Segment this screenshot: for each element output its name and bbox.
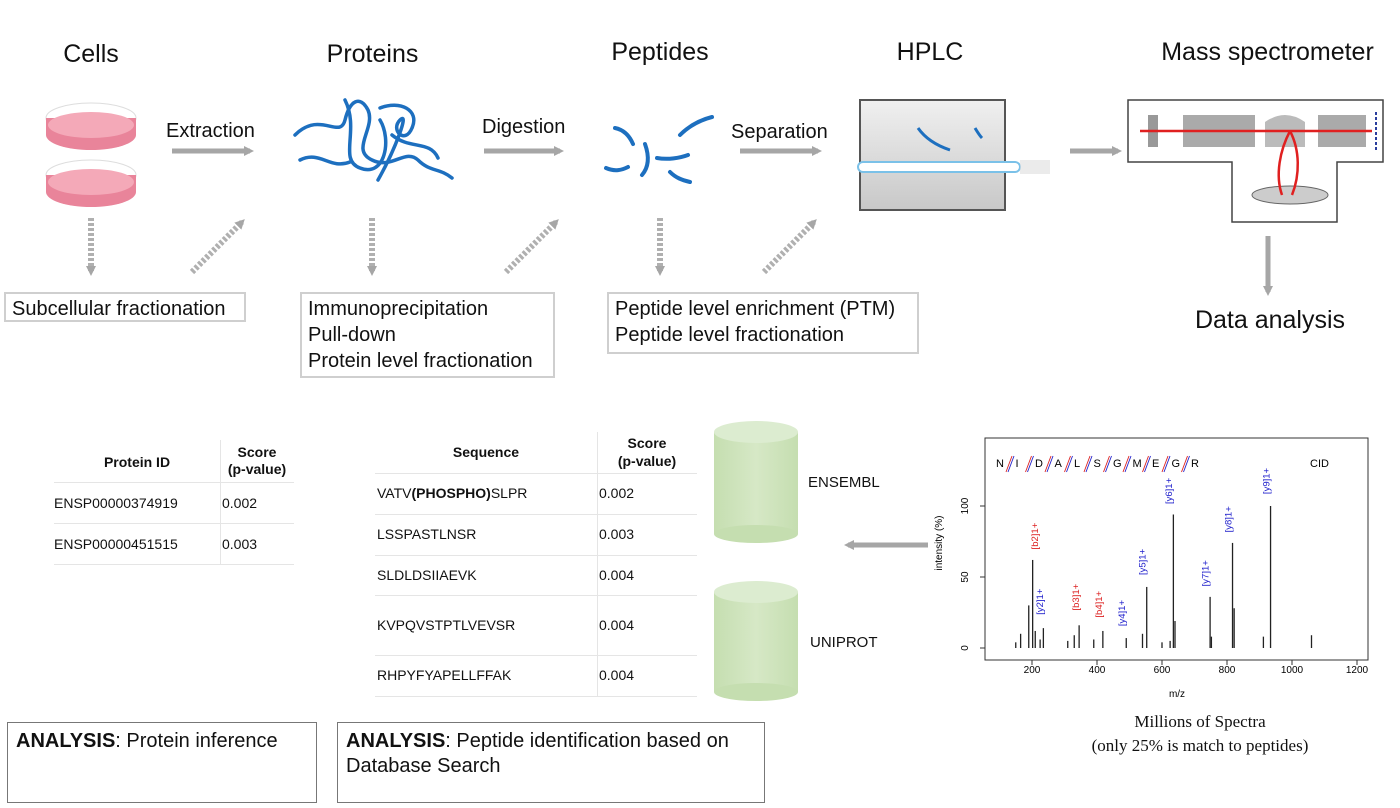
side-item: Peptide level fractionation bbox=[615, 324, 845, 346]
peptide-score-cell: 0.003 bbox=[599, 526, 635, 542]
sequence-cell: LSSPASTLNSR bbox=[377, 526, 477, 542]
sequence-cell: SLDLDSIIAEVK bbox=[377, 567, 477, 583]
side-item: Subcellular fractionation bbox=[12, 298, 226, 320]
score-header-line: Score bbox=[237, 444, 277, 460]
stage-title-cells: Cells bbox=[63, 40, 119, 68]
sequence-header: Sequence bbox=[452, 444, 520, 460]
data-analysis-label: Data analysis bbox=[1194, 306, 1346, 334]
pvalue-header-line: (p-value) bbox=[227, 461, 287, 477]
score-header-line: Score bbox=[627, 435, 667, 451]
analysis-text: : Protein inference bbox=[115, 730, 278, 752]
step-label-digestion: Digestion bbox=[482, 116, 566, 138]
ensembl-db-icon bbox=[714, 421, 798, 543]
peptides-side-box: Peptide level enrichment (PTM) Peptide l… bbox=[607, 292, 919, 354]
stage-title-peptides: Peptides bbox=[611, 38, 709, 66]
spectra-caption: Millions of Spectra (only 25% is match t… bbox=[1060, 710, 1340, 758]
hplc-column-icon bbox=[857, 99, 1050, 211]
peptide-score-cell: 0.004 bbox=[599, 567, 635, 583]
protein-score-header: Score (p-value) bbox=[220, 444, 294, 478]
protein-score-cell: 0.002 bbox=[222, 495, 258, 511]
process-arrows bbox=[172, 146, 1273, 550]
analysis-keyword: ANALYSIS bbox=[346, 730, 446, 752]
protein-strands-icon bbox=[293, 98, 454, 182]
proteins-side-box: Immunoprecipitation Pull-down Protein le… bbox=[300, 292, 555, 378]
peptide-score-header: Score (p-value) bbox=[597, 434, 697, 470]
protein-id-cell: ENSP00000374919 bbox=[54, 495, 178, 511]
stage-title-proteins: Proteins bbox=[326, 40, 419, 68]
step-label-extraction: Extraction bbox=[166, 120, 255, 142]
phospho-modification: (PHOSPHO) bbox=[411, 485, 491, 501]
mass-spectrometer-icon bbox=[1127, 99, 1384, 223]
peptide-score-cell: 0.004 bbox=[599, 667, 635, 683]
db-label-uniprot: UNIPROT bbox=[810, 634, 878, 651]
sequence-cell: VATV(PHOSPHO)SLPR bbox=[377, 485, 527, 501]
analysis-keyword: ANALYSIS bbox=[16, 730, 116, 752]
peptide-score-cell: 0.004 bbox=[599, 617, 635, 633]
side-item: Pull-down bbox=[308, 324, 396, 346]
cells-side-box: Subcellular fractionation bbox=[4, 292, 246, 322]
side-item: Protein level fractionation bbox=[308, 350, 533, 372]
pvalue-header-line: (p-value) bbox=[617, 453, 677, 469]
peptide-score-cell: 0.002 bbox=[599, 485, 635, 501]
protein-id-header: Protein ID bbox=[103, 454, 171, 470]
protein-id-cell: ENSP00000451515 bbox=[54, 536, 178, 552]
step-label-separation: Separation bbox=[731, 121, 828, 143]
cell-dish-icon bbox=[45, 102, 137, 207]
uniprot-db-icon bbox=[714, 581, 798, 701]
caption-line: (only 25% is match to peptides) bbox=[1091, 736, 1309, 755]
protein-table: Protein ID Score (p-value) ENSP000003749… bbox=[54, 440, 294, 565]
stage-title-hplc: HPLC bbox=[896, 38, 964, 66]
analysis-text: : Peptide identification based on Databa… bbox=[346, 730, 729, 777]
sequence-cell: RHPYFYAPELLFFAK bbox=[377, 667, 512, 683]
analysis-box-protein-inference: ANALYSIS: Protein inference bbox=[7, 722, 317, 803]
dashed-arrows bbox=[86, 218, 817, 276]
caption-line: Millions of Spectra bbox=[1134, 712, 1266, 731]
stage-title-mass-spec: Mass spectrometer bbox=[1161, 38, 1374, 66]
peptide-fragments-icon bbox=[604, 115, 714, 184]
db-label-ensembl: ENSEMBL bbox=[808, 474, 880, 491]
peptide-table: Sequence Score (p-value) VATV(PHOSPHO)SL… bbox=[375, 432, 697, 697]
side-item: Peptide level enrichment (PTM) bbox=[615, 298, 896, 320]
side-item: Immunoprecipitation bbox=[308, 298, 489, 320]
protein-score-cell: 0.003 bbox=[222, 536, 258, 552]
sequence-part: VATV bbox=[377, 485, 412, 501]
analysis-box-peptide-identification: ANALYSIS: Peptide identification based o… bbox=[337, 722, 765, 803]
sequence-part: SLPR bbox=[490, 485, 528, 501]
sequence-cell: KVPQVSTPTLVEVSR bbox=[377, 617, 516, 633]
